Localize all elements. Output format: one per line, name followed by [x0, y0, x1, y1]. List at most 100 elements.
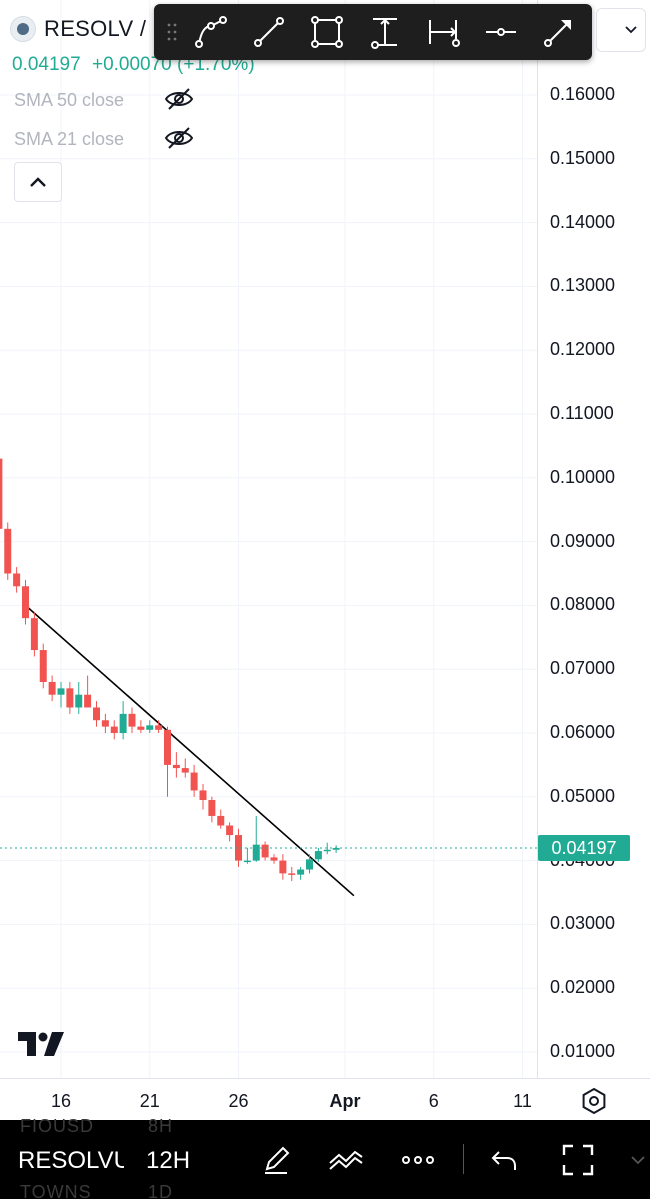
candle-body [226, 825, 234, 836]
candle [208, 796, 216, 823]
candle [13, 567, 21, 593]
candle-body [57, 688, 65, 695]
candle [270, 854, 278, 864]
candle-body [101, 720, 109, 727]
chart-area[interactable]: 0.010000.020000.030000.040000.050000.060… [0, 0, 650, 1120]
collapse-legend-button[interactable] [14, 162, 62, 202]
trend-line-drawing [24, 604, 355, 897]
candle-body [66, 688, 74, 708]
price-tick-label: 0.16000 [550, 84, 616, 104]
candle [137, 720, 145, 733]
price-scale[interactable]: 0.010000.020000.030000.040000.050000.060… [537, 0, 650, 1078]
candle-body [93, 707, 100, 721]
candle-body [137, 726, 145, 730]
candle-body [332, 848, 340, 850]
candle-body [323, 849, 331, 852]
trend-line-tool-icon[interactable] [240, 8, 298, 56]
time-axis[interactable]: 16 21 26 Apr 6 11 [0, 1078, 650, 1120]
path-tool-icon[interactable] [182, 8, 240, 56]
price-tick-label: 0.05000 [550, 785, 616, 806]
undo-icon[interactable] [484, 1142, 524, 1178]
chevron-down-icon[interactable] [626, 1142, 650, 1178]
candle-body [164, 729, 171, 765]
price-tick-label: 0.02000 [550, 977, 616, 998]
candle-body [128, 713, 136, 727]
ghost-interval-next: 1D [148, 1182, 174, 1202]
candle [66, 681, 74, 714]
drawing-toolbar[interactable] [154, 4, 592, 60]
rectangle-tool-icon[interactable] [298, 8, 356, 56]
draw-pen-icon[interactable] [256, 1142, 296, 1178]
ghost-symbol-prev: FIOUSD [20, 1116, 95, 1136]
indicator-sma-21[interactable]: SMA 21 close [14, 127, 194, 150]
price-tick-label: 0.14000 [550, 211, 616, 232]
candle [101, 713, 109, 733]
toolbar-divider [463, 1144, 464, 1174]
vertical-measure-tool-icon[interactable] [356, 8, 414, 56]
candle [30, 611, 38, 657]
time-tick-label: Apr [329, 1091, 361, 1111]
indicator-sma-50[interactable]: SMA 50 close [14, 88, 194, 111]
candle-body [270, 857, 278, 861]
candle-body [314, 851, 322, 860]
candle-body [22, 586, 29, 619]
time-tick-label: 6 [428, 1091, 439, 1111]
candle-body [48, 681, 56, 695]
fullscreen-icon[interactable] [558, 1142, 598, 1178]
price-tick-label: 0.08000 [550, 594, 616, 615]
eye-hidden-icon[interactable] [164, 86, 194, 112]
tradingview-logo [18, 1032, 64, 1056]
candle [190, 764, 198, 797]
chart-plot[interactable] [0, 0, 537, 1078]
candle-body [261, 844, 269, 858]
candle [217, 809, 225, 829]
price-tick-label: 0.10000 [550, 466, 616, 487]
horizontal-measure-tool-icon[interactable] [414, 8, 472, 56]
candle-body [13, 573, 21, 587]
candle-body [288, 873, 296, 875]
candle [172, 752, 180, 778]
candle [226, 822, 234, 842]
candle [314, 847, 322, 862]
candle-body [155, 725, 163, 730]
candle-body [252, 844, 260, 861]
drag-handle-icon[interactable] [162, 12, 182, 52]
candle-body [199, 790, 207, 800]
interval-selector[interactable]: 12H [146, 1147, 191, 1174]
candle-body [110, 726, 118, 733]
chevron-down-icon [625, 26, 637, 34]
more-options-icon[interactable] [398, 1142, 438, 1178]
candle [155, 720, 163, 733]
indicator-label: SMA 50 close [14, 90, 125, 110]
symbol-title[interactable]: RESOLV / [10, 16, 146, 42]
symbol-selector[interactable]: RESOLVU [18, 1147, 124, 1174]
candle-body [146, 725, 154, 730]
arrow-tool-icon[interactable] [530, 8, 588, 56]
indicators-icon[interactable] [326, 1142, 366, 1178]
candle [306, 854, 313, 874]
price-tick-label: 0.06000 [550, 722, 616, 742]
price-tick-label: 0.11000 [550, 403, 614, 423]
price-tick-label: 0.12000 [550, 339, 616, 360]
candle-body [30, 618, 38, 651]
candle [4, 522, 12, 580]
time-tick-label: 21 [139, 1091, 160, 1111]
settings-gear-icon[interactable] [580, 1087, 608, 1115]
symbol-name: RESOLV / [44, 16, 147, 41]
candle [146, 720, 154, 733]
candle [93, 701, 100, 727]
time-tick-label: 16 [50, 1091, 72, 1111]
indicator-label: SMA 21 close [14, 129, 125, 149]
horizontal-ray-tool-icon[interactable] [472, 8, 530, 56]
eye-hidden-icon[interactable] [164, 125, 194, 151]
candle [48, 675, 56, 702]
chart-menu-dropdown[interactable] [596, 8, 646, 52]
candle [199, 784, 207, 810]
price-tick-label: 0.07000 [550, 658, 616, 679]
candle [0, 458, 3, 529]
candle-body [190, 772, 198, 791]
candle [288, 866, 296, 882]
candle [57, 681, 65, 708]
candle-body [75, 694, 83, 708]
candle [22, 579, 29, 625]
